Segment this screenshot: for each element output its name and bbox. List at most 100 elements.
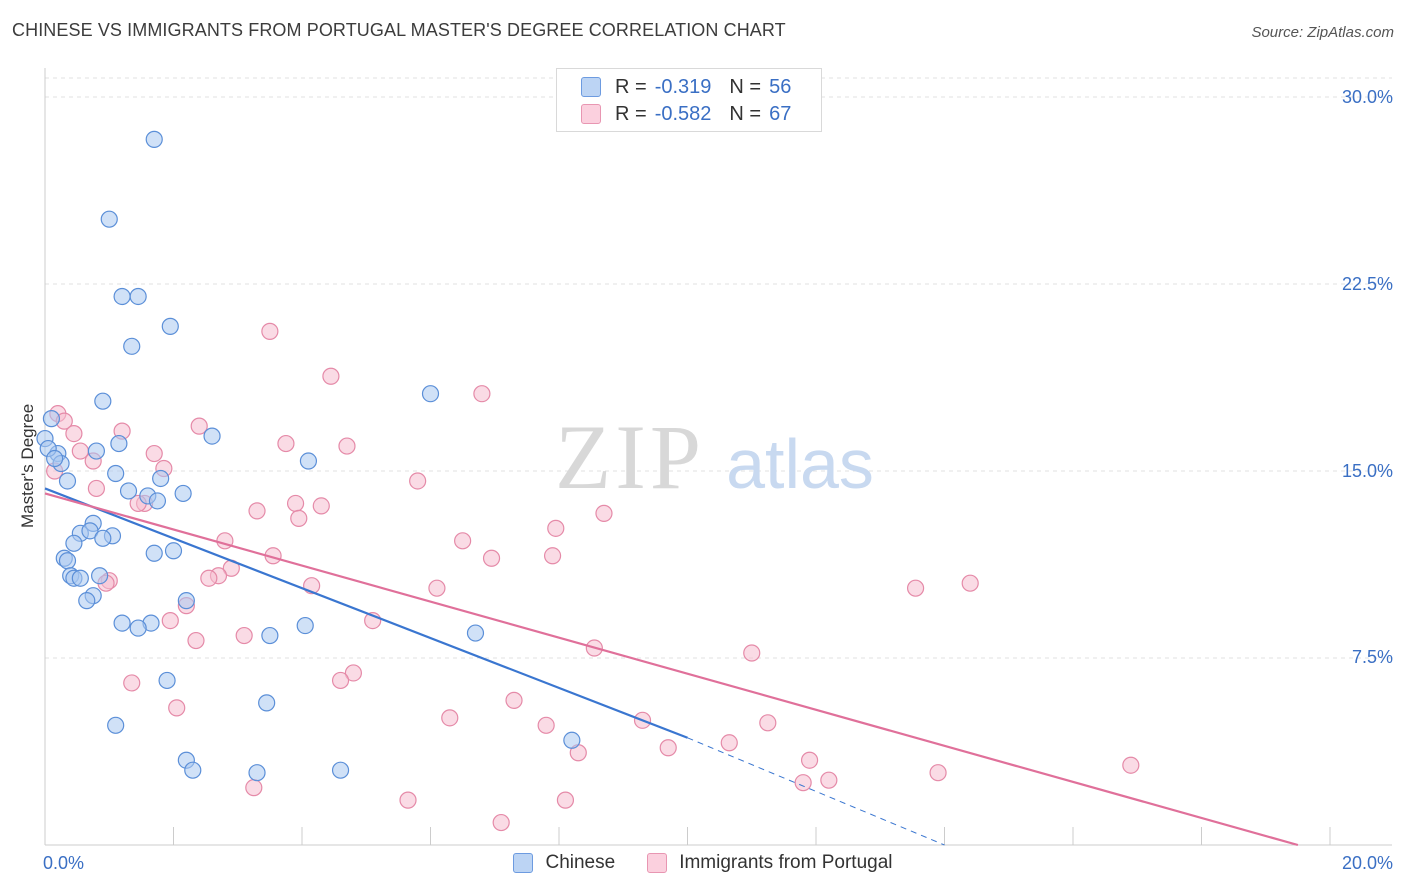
portugal-point bbox=[906, 579, 925, 597]
chinese-point bbox=[145, 130, 163, 148]
source-credit: Source: ZipAtlas.com bbox=[1251, 24, 1394, 41]
grid-lines bbox=[45, 77, 1392, 659]
chinese-point bbox=[148, 492, 167, 510]
legend-row-portugal: R = -0.582 N = 67 bbox=[581, 101, 791, 127]
portugal-trendline bbox=[44, 492, 1299, 847]
chinese-point bbox=[161, 317, 179, 335]
chinese-points bbox=[36, 130, 581, 782]
legend-swatch-pink bbox=[581, 104, 601, 124]
chinese-point bbox=[81, 522, 99, 540]
chinese-point bbox=[110, 434, 128, 453]
chinese-point bbox=[331, 761, 350, 779]
portugal-point bbox=[820, 771, 838, 789]
watermark-atlas: atlas bbox=[726, 425, 874, 503]
chinese-point bbox=[184, 761, 202, 779]
portugal-point bbox=[190, 417, 208, 435]
axes bbox=[44, 68, 1392, 846]
chinese-point bbox=[145, 544, 163, 562]
chinese-point bbox=[466, 624, 485, 642]
chinese-point bbox=[113, 614, 131, 632]
portugal-point bbox=[65, 425, 83, 443]
portugal-point bbox=[441, 709, 459, 727]
portugal-point bbox=[248, 502, 266, 520]
portugal-point bbox=[929, 764, 947, 782]
legend-item-chinese[interactable]: Chinese bbox=[513, 852, 615, 874]
legend-row-chinese: R = -0.319 N = 56 bbox=[581, 74, 791, 100]
legend-r-label: R = bbox=[615, 75, 647, 98]
portugal-point bbox=[428, 579, 446, 597]
chinese-point bbox=[58, 472, 77, 490]
legend-r-value: -0.319 bbox=[654, 75, 712, 98]
chinese-point bbox=[65, 534, 83, 552]
chinese-point bbox=[58, 552, 77, 570]
legend-r-value: -0.582 bbox=[654, 102, 712, 125]
portugal-point bbox=[261, 322, 279, 340]
portugal-point bbox=[286, 494, 305, 513]
portugal-point bbox=[595, 504, 613, 522]
chinese-point bbox=[46, 449, 64, 468]
legend-n-value: 56 bbox=[769, 75, 792, 98]
portugal-point bbox=[312, 497, 330, 515]
portugal-point bbox=[492, 813, 510, 832]
chinese-point bbox=[248, 764, 266, 782]
portugal-point bbox=[277, 434, 295, 453]
legend-label-chinese: Chinese bbox=[545, 852, 616, 873]
y-tick-label: 30.0% bbox=[1342, 87, 1393, 107]
chinese-point bbox=[421, 385, 440, 403]
portugal-point bbox=[743, 644, 761, 662]
legend-item-portugal[interactable]: Immigrants from Portugal bbox=[647, 852, 893, 874]
chinese-point bbox=[100, 210, 118, 228]
chinese-point bbox=[94, 529, 112, 547]
y-tick-label: 7.5% bbox=[1352, 647, 1393, 667]
chinese-point bbox=[158, 671, 176, 690]
chinese-point bbox=[164, 542, 183, 560]
legend-swatch-blue bbox=[513, 853, 534, 873]
portugal-point bbox=[659, 739, 677, 757]
chinese-point bbox=[563, 731, 581, 749]
y-axis-label: Master's Degree bbox=[18, 403, 37, 528]
portugal-point bbox=[290, 509, 308, 527]
legend-n-label: N = bbox=[729, 102, 762, 125]
chinese-point bbox=[107, 716, 125, 734]
chinese-point bbox=[174, 484, 192, 503]
chinese-point bbox=[87, 442, 106, 460]
chinese-point bbox=[177, 592, 195, 610]
chinese-point bbox=[152, 469, 170, 488]
portugal-point bbox=[235, 626, 253, 645]
chart-title: CHINESE VS IMMIGRANTS FROM PORTUGAL MAST… bbox=[12, 20, 786, 40]
portugal-point bbox=[454, 532, 472, 550]
portugal-point bbox=[399, 791, 417, 809]
chinese-point bbox=[261, 626, 279, 645]
tick-labels: 7.5% 15.0% 22.5% 30.0% 0.0% 20.0% bbox=[43, 87, 1393, 873]
portugal-point bbox=[168, 699, 186, 717]
series-legend: Chinese Immigrants from Portugal bbox=[0, 852, 1406, 874]
y-tick-label: 15.0% bbox=[1342, 461, 1393, 481]
chinese-trendline bbox=[44, 487, 688, 739]
x-tick-label: 20.0% bbox=[1342, 853, 1393, 873]
stats-legend: R = -0.319 N = 56 R = -0.582 N = 67 bbox=[556, 68, 822, 132]
portugal-point bbox=[322, 367, 340, 385]
portugal-point bbox=[961, 574, 979, 592]
chinese-point bbox=[129, 287, 147, 306]
portugal-point bbox=[556, 791, 575, 809]
chinese-point bbox=[203, 427, 221, 445]
portugal-point bbox=[537, 716, 555, 734]
portugal-point bbox=[543, 547, 562, 565]
portugal-point bbox=[187, 631, 205, 650]
chinese-point bbox=[299, 452, 318, 470]
portugal-point bbox=[145, 444, 163, 463]
portugal-point bbox=[547, 519, 565, 537]
chinese-point bbox=[107, 464, 125, 483]
chinese-point bbox=[91, 567, 109, 585]
portugal-point bbox=[245, 779, 263, 797]
x-tick-label: 0.0% bbox=[43, 853, 84, 873]
chinese-point bbox=[42, 410, 61, 428]
legend-swatch-blue bbox=[581, 77, 601, 97]
trendlines bbox=[44, 487, 1299, 847]
chinese-point bbox=[71, 569, 89, 587]
portugal-point bbox=[794, 774, 812, 792]
portugal-point bbox=[1122, 756, 1140, 774]
chinese-point bbox=[129, 619, 147, 637]
portugal-point bbox=[331, 671, 350, 690]
